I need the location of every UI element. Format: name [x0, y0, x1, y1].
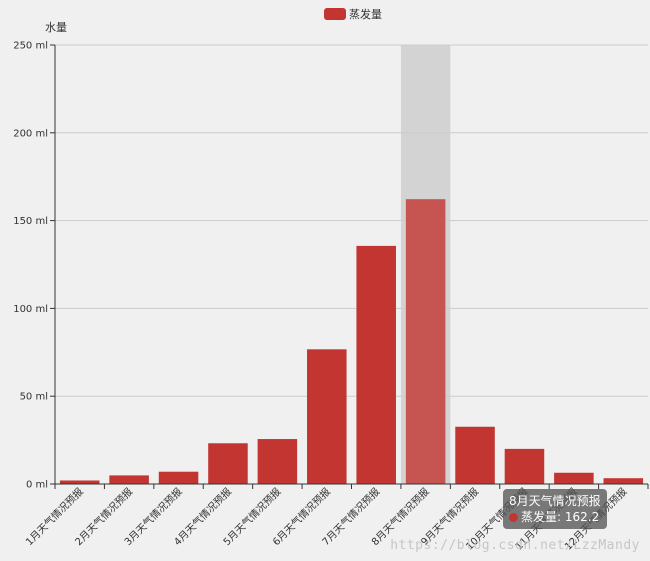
tooltip-title: 8月天气情况预报: [509, 494, 601, 508]
watermark: https://blog.csdn.net/LzzMandy: [390, 538, 640, 553]
tooltip-value: 162.2: [564, 510, 600, 524]
bar-5[interactable]: [257, 439, 298, 484]
y-tick-label-0: 0 ml: [26, 480, 48, 491]
bar-4[interactable]: [208, 443, 248, 484]
bar-8[interactable]: [405, 199, 446, 484]
y-tick-label-3: 150 ml: [13, 216, 48, 227]
y-tick-label-2: 100 ml: [13, 304, 48, 315]
tooltip-row: 蒸发量: 162.2: [509, 509, 601, 525]
y-tick-label-5: 250 ml: [13, 41, 48, 52]
bar-3[interactable]: [158, 471, 199, 484]
bar-6[interactable]: [307, 349, 347, 484]
bar-11[interactable]: [554, 472, 594, 484]
bar-9[interactable]: [455, 426, 495, 484]
tooltip-series-marker: [509, 513, 518, 522]
bar-12[interactable]: [603, 478, 644, 484]
bar-7[interactable]: [356, 245, 396, 484]
y-axis-name: 水量: [45, 21, 67, 34]
bar-10[interactable]: [504, 448, 545, 484]
bar-2[interactable]: [109, 475, 149, 484]
y-tick-label-1: 50 ml: [20, 392, 48, 403]
y-tick-label-4: 200 ml: [13, 128, 48, 139]
legend-label[interactable]: 蒸发量: [349, 7, 382, 21]
legend-swatch[interactable]: [324, 8, 346, 20]
tooltip-series-name: 蒸发量: [521, 510, 558, 524]
tooltip: 8月天气情况预报 蒸发量: 162.2: [503, 489, 607, 529]
bar-1[interactable]: [59, 480, 100, 484]
